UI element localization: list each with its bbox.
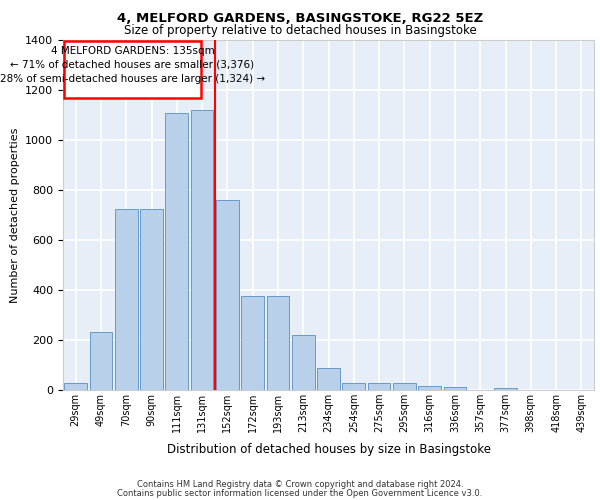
Text: Distribution of detached houses by size in Basingstoke: Distribution of detached houses by size … [167,442,491,456]
Bar [292,334,314,390]
Bar [89,332,112,390]
Bar [343,382,365,390]
Text: 4 MELFORD GARDENS: 135sqm: 4 MELFORD GARDENS: 135sqm [50,46,214,56]
Bar [393,383,416,390]
Bar [191,110,214,390]
Text: Size of property relative to detached houses in Basingstoke: Size of property relative to detached ho… [124,24,476,37]
Text: ← 71% of detached houses are smaller (3,376): ← 71% of detached houses are smaller (3,… [10,60,254,70]
Bar [368,383,391,390]
Text: 28% of semi-detached houses are larger (1,324) →: 28% of semi-detached houses are larger (… [0,74,265,84]
Bar [494,388,517,390]
Bar [140,208,163,390]
Bar [317,368,340,390]
FancyBboxPatch shape [64,42,201,98]
Bar [241,296,264,390]
Bar [64,382,87,390]
Y-axis label: Number of detached properties: Number of detached properties [10,128,20,302]
Bar [418,386,441,390]
Bar [166,112,188,390]
Bar [443,386,466,390]
Text: Contains public sector information licensed under the Open Government Licence v3: Contains public sector information licen… [118,488,482,498]
Bar [266,296,289,390]
Bar [115,208,137,390]
Bar [216,200,239,390]
Text: Contains HM Land Registry data © Crown copyright and database right 2024.: Contains HM Land Registry data © Crown c… [137,480,463,489]
Text: 4, MELFORD GARDENS, BASINGSTOKE, RG22 5EZ: 4, MELFORD GARDENS, BASINGSTOKE, RG22 5E… [117,12,483,26]
